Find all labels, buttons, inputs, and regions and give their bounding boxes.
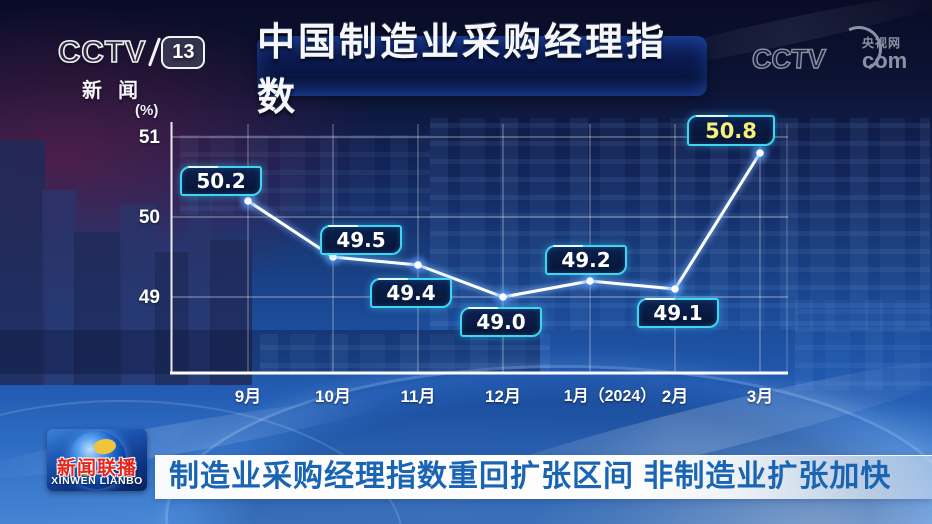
point-label-dec: 49.0 <box>460 307 542 337</box>
point-label-mar-highlight: 50.8 <box>687 115 775 146</box>
data-stream-texture <box>260 334 550 372</box>
chart-title-banner: 中国制造业采购经理指数 <box>257 22 707 119</box>
cctvcom-watermark: CCTV 央视网 com <box>750 20 922 90</box>
skyline-building <box>0 140 45 385</box>
watermark-cctv-wordmark: CCTV <box>750 43 827 74</box>
y-axis-unit-label: (%) <box>135 102 159 119</box>
y-tick-51: 51 <box>138 127 160 148</box>
x-tick-nov: 11月 <box>400 387 436 406</box>
program-title-latin: XINWEN LIANBO <box>51 475 143 487</box>
skyline-building <box>210 240 252 385</box>
cctv13-slash <box>148 37 162 67</box>
dark-data-band <box>0 330 540 374</box>
data-stream-texture <box>795 300 932 390</box>
skyline-building <box>188 168 212 385</box>
x-tick-oct: 10月 <box>315 387 351 406</box>
watermark-domain: com <box>862 48 908 73</box>
point-label-sep: 50.2 <box>180 166 262 196</box>
point-label-nov: 49.4 <box>370 278 452 308</box>
program-title: 新闻联播 <box>56 458 137 479</box>
skyline-building <box>120 205 156 385</box>
channel-number-badge: 13 <box>161 35 206 69</box>
x-tick-sep: 9月 <box>234 387 262 406</box>
cctv-wordmark: CCTV <box>57 33 147 70</box>
globe-icon <box>68 431 126 489</box>
channel-name-label: 新闻 <box>82 80 154 102</box>
x-tick-dec: 12月 <box>485 387 521 406</box>
x-tick-mar: 3月 <box>746 387 774 406</box>
watermark-site-name: 央视网 <box>862 36 902 50</box>
xinwen-lianbo-logo: 新闻联播 XINWEN LIANBO <box>47 429 147 491</box>
point-label-jan2024: 49.2 <box>545 245 627 275</box>
news-headline: 制造业采购经理指数重回扩张区间 非制造业扩张加快 <box>169 460 892 493</box>
chart-title: 中国制造业采购经理指数 <box>257 22 668 119</box>
x-tick-jan2024: 1月（2024） <box>563 388 657 405</box>
point-label-feb: 49.1 <box>637 298 719 328</box>
point-label-oct: 49.5 <box>320 225 402 255</box>
skyline-building <box>42 190 76 385</box>
cctv13-logo: CCTV 13 新闻 <box>57 33 206 103</box>
x-tick-feb: 2月 <box>661 387 689 406</box>
news-headline-strip: 制造业采购经理指数重回扩张区间 非制造业扩张加快 <box>155 455 932 499</box>
y-tick-49: 49 <box>138 287 160 308</box>
pmi-line-chart-plot <box>170 122 788 375</box>
y-tick-50: 50 <box>138 207 160 228</box>
skyline-building <box>74 232 122 385</box>
